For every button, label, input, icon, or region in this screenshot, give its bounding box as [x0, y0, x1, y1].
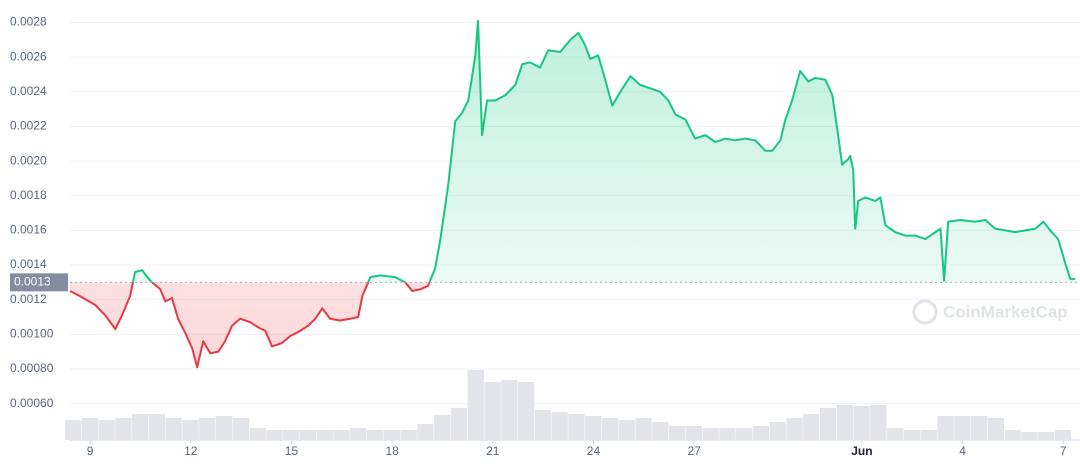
y-tick-label: 0.00060 — [10, 396, 54, 410]
volume-bar — [987, 418, 1005, 440]
y-tick-label: 0.0012 — [10, 292, 47, 306]
volume-bar — [1054, 430, 1072, 440]
y-tick-label: 0.0020 — [10, 153, 47, 167]
volume-bar — [836, 405, 854, 440]
volume-bar — [115, 418, 132, 440]
volume-bar — [853, 406, 870, 440]
line-down — [69, 282, 431, 369]
x-tick-label: 15 — [285, 444, 299, 458]
volume-bar — [182, 420, 199, 440]
x-tick-label: 7 — [1060, 444, 1067, 458]
volume-bar — [870, 405, 887, 440]
volume-bar — [350, 428, 367, 440]
volume-bar — [937, 416, 954, 440]
volume-bar — [467, 370, 484, 440]
x-tick-label: Jun — [851, 444, 872, 458]
y-tick-label: 0.00100 — [10, 327, 54, 341]
volume-bar — [148, 414, 166, 440]
volume-bar — [585, 416, 602, 440]
volume-bar — [383, 430, 401, 440]
volume-bar — [635, 418, 652, 440]
volume-bar — [316, 430, 333, 440]
x-tick-label: 12 — [184, 444, 198, 458]
volume-bar — [534, 410, 552, 440]
volume-bar — [299, 430, 317, 440]
volume-bar — [920, 430, 937, 440]
volume-bar — [333, 430, 350, 440]
line-up — [131, 19, 1076, 283]
x-tick-label: 18 — [385, 444, 399, 458]
volume-bar — [165, 418, 182, 440]
volume-bar — [719, 428, 736, 440]
volume-bar — [551, 412, 568, 440]
volume-bar — [903, 430, 921, 440]
volume-bar — [736, 428, 753, 440]
baseline-label-box — [10, 273, 68, 292]
volume-bar — [1004, 430, 1021, 440]
volume-bar — [1021, 432, 1038, 440]
y-tick-label: 0.00080 — [10, 361, 54, 375]
volume-bar — [786, 418, 803, 440]
volume-bar — [98, 420, 115, 440]
volume-bar — [1038, 432, 1055, 440]
volume-bar — [568, 414, 585, 440]
y-tick-label: 0.0016 — [10, 223, 47, 237]
y-tick-label: 0.0014 — [10, 257, 47, 271]
x-tick-label: 27 — [687, 444, 701, 458]
volume-bar — [249, 428, 266, 440]
volume-bar — [64, 420, 82, 440]
x-tick-label: 24 — [587, 444, 601, 458]
volume-bar — [887, 428, 904, 440]
x-tick-label: 4 — [959, 444, 966, 458]
volume-bar — [954, 416, 971, 440]
volume-bar — [803, 414, 820, 440]
volume-bar — [517, 382, 535, 440]
volume-bar — [215, 416, 233, 440]
watermark: CoinMarketCap — [912, 299, 1068, 325]
watermark-text: CoinMarketCap — [943, 302, 1068, 321]
y-tick-label: 0.0022 — [10, 119, 47, 133]
volume-bar — [601, 418, 619, 440]
y-tick-label: 0.0028 — [10, 15, 47, 29]
volume-bar — [618, 420, 635, 440]
volume-bar — [400, 430, 417, 440]
area-down — [70, 282, 430, 368]
volume-bar — [132, 414, 149, 440]
volume-bar — [434, 415, 451, 440]
y-tick-label: 0.0026 — [10, 49, 47, 63]
volume-bar — [752, 426, 770, 440]
x-tick-label: 9 — [87, 444, 94, 458]
volume-bar — [970, 416, 988, 440]
volume-bar — [266, 430, 283, 440]
y-tick-label: 0.0024 — [10, 84, 47, 98]
baseline-label: 0.0013 — [14, 275, 51, 289]
volume-bar — [81, 418, 99, 440]
volume-bar — [450, 408, 468, 440]
area-up — [70, 20, 1076, 283]
volume-bar — [283, 430, 300, 440]
volume-bar — [199, 418, 216, 440]
volume-bar — [232, 418, 250, 440]
volume-bar — [668, 426, 686, 440]
volume-bar — [484, 382, 501, 440]
y-tick-label: 0.0018 — [10, 188, 47, 202]
volume-bar — [366, 430, 384, 440]
volume-bar — [501, 380, 518, 440]
x-tick-label: 21 — [486, 444, 500, 458]
volume-bar — [769, 422, 786, 440]
volume-bar — [685, 426, 703, 440]
volume-bar — [652, 422, 669, 440]
volume-bar — [702, 428, 719, 440]
volume-bar — [819, 408, 837, 440]
volume-bar — [417, 424, 434, 440]
